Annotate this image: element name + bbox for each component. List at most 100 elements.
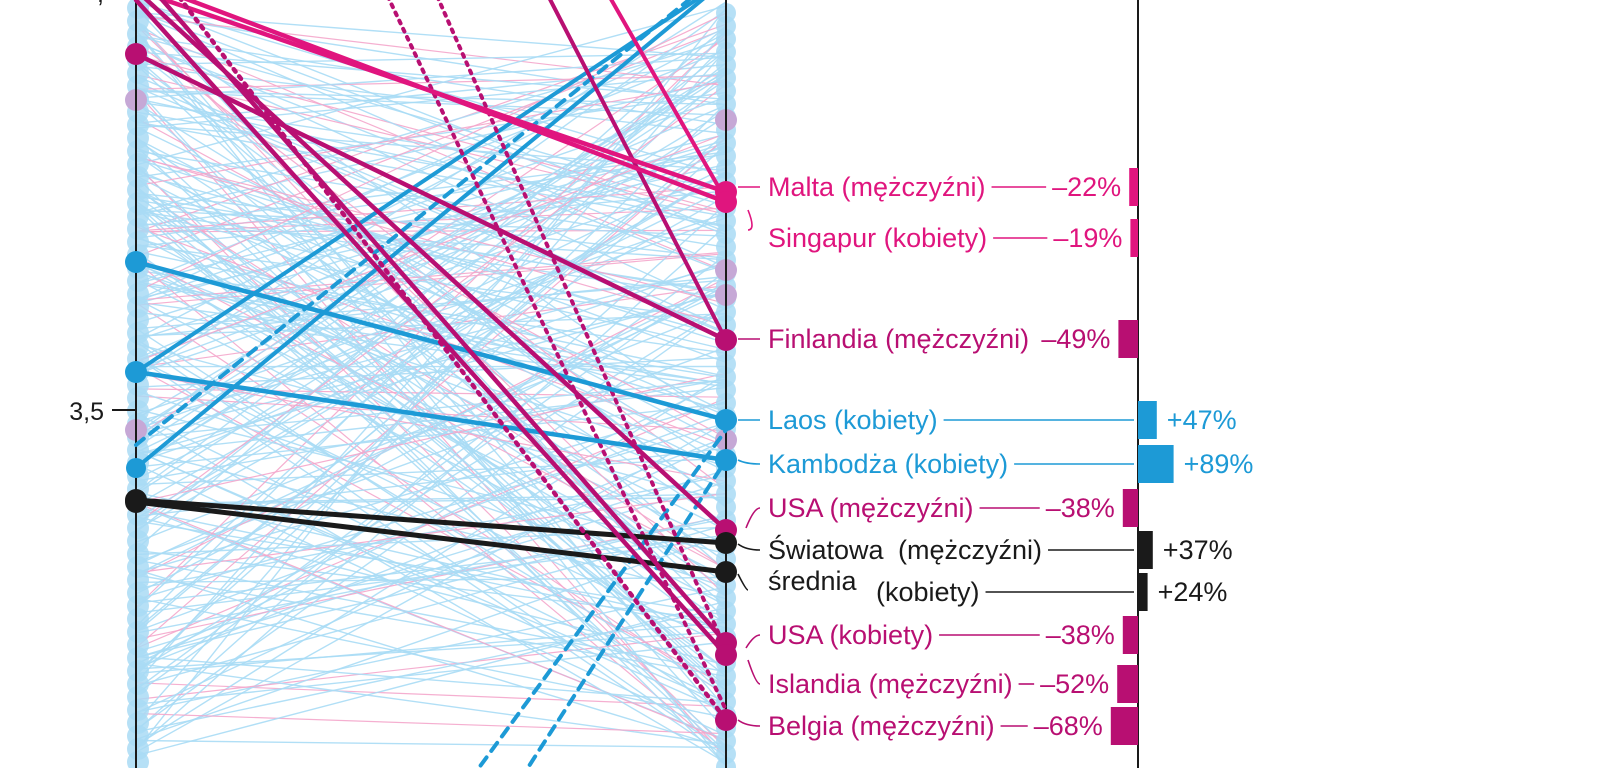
change-bar (1138, 445, 1174, 483)
background-line (135, 132, 727, 634)
series-start-dot (125, 251, 147, 273)
change-bar (1122, 616, 1138, 654)
change-bar (1138, 401, 1157, 439)
background-line (135, 111, 727, 218)
series-start-dot (125, 491, 147, 513)
change-value-label: –68% (1034, 711, 1103, 741)
label-hook (747, 209, 753, 231)
background-line (135, 662, 727, 746)
label-hook (745, 634, 761, 649)
change-value-label: –38% (1046, 493, 1115, 523)
series-label: Finlandia (mężczyźni) (768, 324, 1029, 354)
label-hook (737, 573, 749, 591)
change-bar (1138, 573, 1148, 611)
decorative-line (609, 0, 728, 202)
label-hook (737, 543, 761, 551)
change-bar (1117, 665, 1138, 703)
change-value-label: –22% (1052, 172, 1121, 202)
background-line (135, 492, 727, 574)
background-line (135, 101, 727, 608)
background-line (135, 600, 727, 757)
world-average-label-line2: średnia (768, 566, 858, 596)
background-line (135, 378, 727, 482)
change-bar (1122, 489, 1138, 527)
series-label: USA (mężczyźni) (768, 493, 974, 523)
series-label: Malta (mężczyźni) (768, 172, 986, 202)
world-average-label-line1: Światowa (768, 533, 885, 565)
label-hook (737, 719, 761, 727)
background-line (135, 52, 727, 66)
background-line (135, 90, 727, 116)
background-line (135, 641, 727, 705)
series-label: Laos (kobiety) (768, 405, 938, 435)
series-end-dot (715, 532, 737, 554)
background-line (135, 37, 727, 438)
background-dot (127, 751, 149, 768)
background-line (135, 450, 727, 706)
background-line (135, 251, 727, 301)
decorative-line (134, 0, 692, 447)
change-value-label: –52% (1040, 669, 1109, 699)
background-line (135, 75, 727, 90)
background-line (135, 285, 727, 595)
background-line (135, 27, 727, 258)
label-hook (747, 659, 761, 685)
label-hook (737, 459, 761, 465)
background-line (135, 422, 727, 753)
series-end-dot (715, 709, 737, 731)
background-line (135, 188, 727, 480)
series-end-dot (715, 561, 737, 583)
background-line (135, 559, 727, 673)
change-value-label: +37% (1163, 535, 1233, 565)
background-line (135, 436, 727, 670)
background-line (135, 50, 727, 493)
background-line (135, 269, 727, 354)
background-line (135, 175, 727, 766)
background-line (135, 514, 727, 659)
series-line (133, 259, 729, 423)
decorative-dot (126, 458, 146, 478)
series-line (133, 369, 729, 463)
background-line (135, 29, 727, 684)
background-line (135, 171, 727, 520)
background-line (135, 56, 727, 99)
background-line (135, 390, 727, 589)
background-line (135, 202, 727, 747)
series-label: Kambodża (kobiety) (768, 449, 1008, 479)
background-line (135, 49, 727, 285)
background-line (135, 199, 727, 293)
background-line (135, 117, 727, 439)
background-line (135, 10, 727, 236)
series-line (133, 499, 729, 575)
background-line (135, 655, 727, 704)
background-line (135, 282, 727, 576)
background-line (135, 379, 727, 438)
highlighted-dots (125, 43, 737, 731)
background-line (135, 0, 727, 233)
background-line (135, 66, 727, 430)
background-line (135, 386, 727, 454)
series-line (178, 0, 729, 723)
background-line (135, 144, 727, 362)
change-bar (1130, 219, 1138, 257)
background-line (135, 225, 727, 750)
series-end-dot (715, 644, 737, 666)
series-label: (mężczyźni) (898, 535, 1042, 565)
background-line (135, 712, 727, 735)
background-line (135, 271, 727, 468)
change-bar (1110, 707, 1138, 745)
series-end-dot (715, 329, 737, 351)
background-line (135, 75, 727, 329)
background-line (135, 200, 727, 590)
background-line (135, 493, 727, 505)
background-line (135, 576, 727, 583)
change-value-label: +24% (1158, 577, 1228, 607)
background-line (135, 185, 727, 692)
change-value-label: –49% (1041, 324, 1110, 354)
background-line (135, 524, 727, 687)
background-line (135, 630, 727, 670)
background-line (135, 79, 727, 469)
background-line (135, 739, 727, 749)
series-line (133, 497, 729, 546)
change-bar (1129, 168, 1138, 206)
